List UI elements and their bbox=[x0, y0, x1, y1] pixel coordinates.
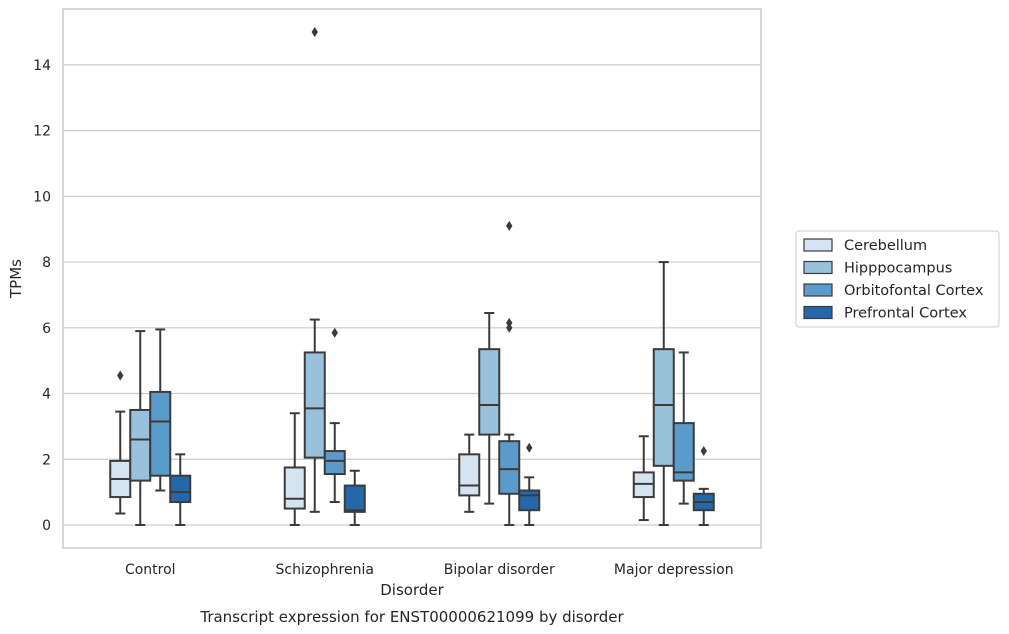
box-group bbox=[498, 220, 521, 526]
outlier-point bbox=[331, 327, 338, 338]
y-tick-label: 12 bbox=[33, 124, 51, 140]
box-group bbox=[109, 370, 132, 515]
box-group bbox=[518, 442, 541, 526]
box bbox=[343, 484, 366, 513]
legend-frame bbox=[795, 230, 1000, 328]
legend-swatch bbox=[803, 260, 833, 275]
outlier-point bbox=[506, 322, 513, 333]
box-group bbox=[632, 435, 655, 522]
box bbox=[672, 422, 695, 482]
y-tick-label: 6 bbox=[42, 321, 51, 337]
box bbox=[652, 348, 675, 467]
box-group bbox=[149, 328, 172, 492]
y-axis-ticks: 0 2 4 6 8 10 12 14 bbox=[33, 58, 51, 534]
legend-label: Hipppocampus bbox=[844, 261, 952, 277]
y-tick-label: 2 bbox=[42, 452, 51, 468]
y-tick-label: 14 bbox=[33, 58, 51, 74]
outlier-point bbox=[700, 446, 707, 457]
plot-frame bbox=[62, 8, 762, 549]
box-group bbox=[672, 351, 695, 505]
outlier-point bbox=[117, 370, 124, 381]
box-group bbox=[692, 446, 715, 526]
box bbox=[478, 348, 501, 436]
x-tick-label: Major depression bbox=[614, 562, 734, 578]
series-prefrontal-cortex bbox=[169, 442, 715, 526]
y-tick-label: 0 bbox=[42, 518, 51, 534]
legend-swatch bbox=[803, 283, 833, 297]
legend-swatch bbox=[803, 238, 833, 252]
box bbox=[149, 390, 172, 477]
box-group bbox=[478, 312, 501, 505]
y-tick-label: 8 bbox=[42, 255, 51, 271]
box bbox=[323, 450, 346, 476]
y-axis-title: TPMs bbox=[7, 259, 25, 299]
series-orbitofontal-cortex bbox=[149, 220, 695, 526]
legend-label: Cerebellum bbox=[844, 238, 927, 254]
y-tick-label: 10 bbox=[33, 189, 51, 205]
box bbox=[303, 351, 326, 459]
legend-swatch bbox=[803, 305, 833, 320]
box-group bbox=[652, 261, 675, 526]
x-tick-label: Control bbox=[125, 562, 176, 578]
outlier-point bbox=[506, 220, 513, 231]
box bbox=[498, 440, 521, 495]
box bbox=[518, 489, 541, 512]
legend: Cerebellum Hipppocampus Orbitofontal Corte… bbox=[795, 230, 1000, 328]
box-plot-series bbox=[109, 27, 715, 526]
outlier-point bbox=[526, 442, 533, 453]
x-tick-label: Bipolar disorder bbox=[444, 562, 555, 578]
x-axis-ticks: Control Schizophrenia Bipolar disorder Majo… bbox=[125, 562, 734, 578]
x-axis-title: Disorder bbox=[380, 581, 444, 599]
x-tick-label: Schizophrenia bbox=[276, 562, 374, 578]
chart-caption: Transcript expression for ENST0000062109… bbox=[199, 608, 624, 626]
box-group bbox=[343, 469, 366, 526]
box bbox=[129, 408, 152, 482]
box bbox=[458, 453, 481, 497]
box-group bbox=[169, 453, 192, 526]
box-group bbox=[283, 412, 306, 526]
box-group bbox=[303, 27, 326, 513]
box-group bbox=[323, 327, 346, 503]
series-cerebellum bbox=[109, 370, 655, 526]
outlier-point bbox=[311, 27, 318, 38]
legend-label: Prefrontal Cortex bbox=[844, 306, 967, 322]
legend-label: Orbitofontal Cortex bbox=[844, 283, 984, 299]
series-hipppocampus bbox=[129, 27, 675, 526]
y-tick-label: 4 bbox=[42, 387, 51, 403]
box bbox=[283, 466, 306, 510]
box-group bbox=[458, 433, 481, 513]
box-group bbox=[129, 330, 152, 526]
box bbox=[169, 474, 192, 503]
